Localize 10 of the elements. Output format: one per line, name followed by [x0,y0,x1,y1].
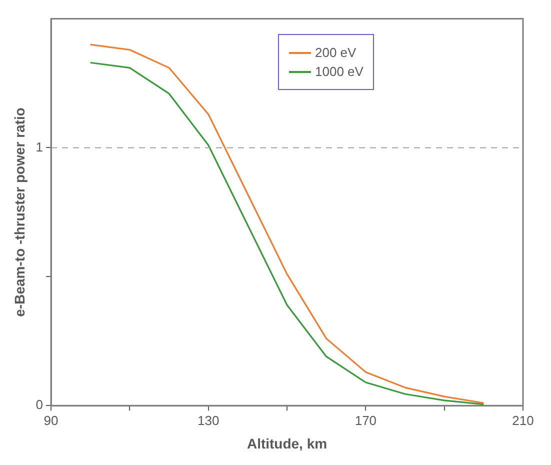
x-tick-label: 170 [354,412,377,428]
y-axis-title: e-Beam-to -thruster power ratio [11,108,28,317]
x-tick-label: 90 [44,412,58,428]
x-tick-label: 130 [198,412,220,428]
y-tick-label: 0 [36,397,44,412]
legend-label: 200 eV [315,45,356,60]
y-tick-label: 1 [36,139,44,154]
x-tick-label: 210 [512,412,534,428]
x-axis-title: Altitude, km [246,435,328,452]
legend-label: 1000 eV [315,64,364,79]
